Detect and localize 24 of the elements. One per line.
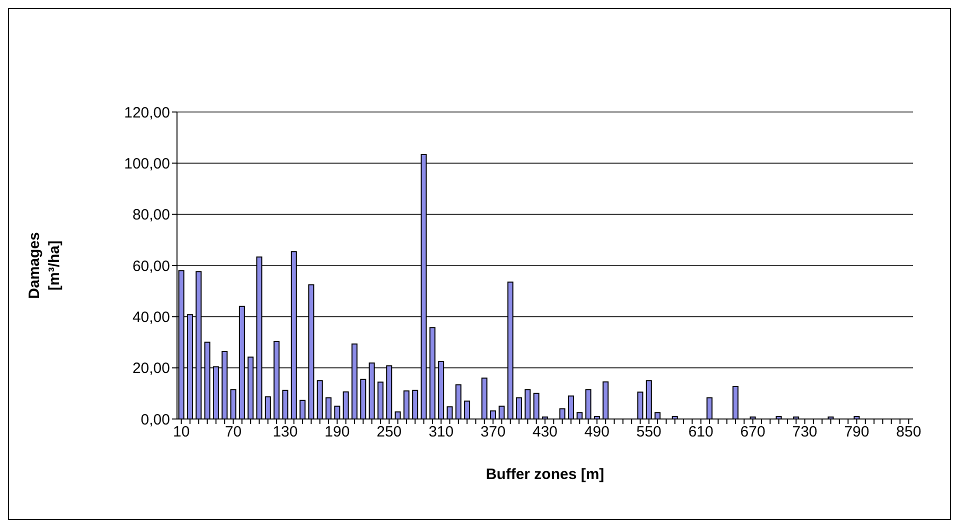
x-tick-label: 430 (532, 424, 558, 441)
y-tick-label: 100,00 (124, 155, 170, 172)
y-tick-label: 20,00 (132, 360, 170, 378)
y-tick-label: 0,00 (140, 411, 170, 428)
x-tick-label: 550 (636, 424, 662, 441)
x-tick-label: 610 (688, 424, 714, 441)
x-tick-label: 490 (584, 424, 610, 441)
y-axis-title: Damages [m³/ha] (26, 232, 63, 299)
x-tick-label: 790 (844, 424, 870, 441)
y-tick-label: 80,00 (132, 206, 170, 224)
x-tick-label: 670 (740, 424, 766, 441)
x-tick-label: 190 (324, 424, 350, 441)
x-tick-label: 730 (792, 424, 818, 441)
x-tick-label: 10 (172, 424, 190, 441)
x-tick-label: 850 (896, 424, 922, 441)
x-tick-label: 130 (272, 424, 298, 441)
y-tick-label: 40,00 (132, 308, 170, 326)
x-tick-label: 70 (224, 424, 242, 441)
x-tick-label: 370 (480, 424, 506, 441)
x-tick-label: 250 (376, 424, 402, 441)
y-tick-label: 120,00 (124, 104, 170, 122)
x-axis-title: Buffer zones [m] (486, 466, 604, 483)
y-tick-label: 60,00 (132, 258, 170, 275)
x-tick-label: 310 (428, 424, 454, 441)
